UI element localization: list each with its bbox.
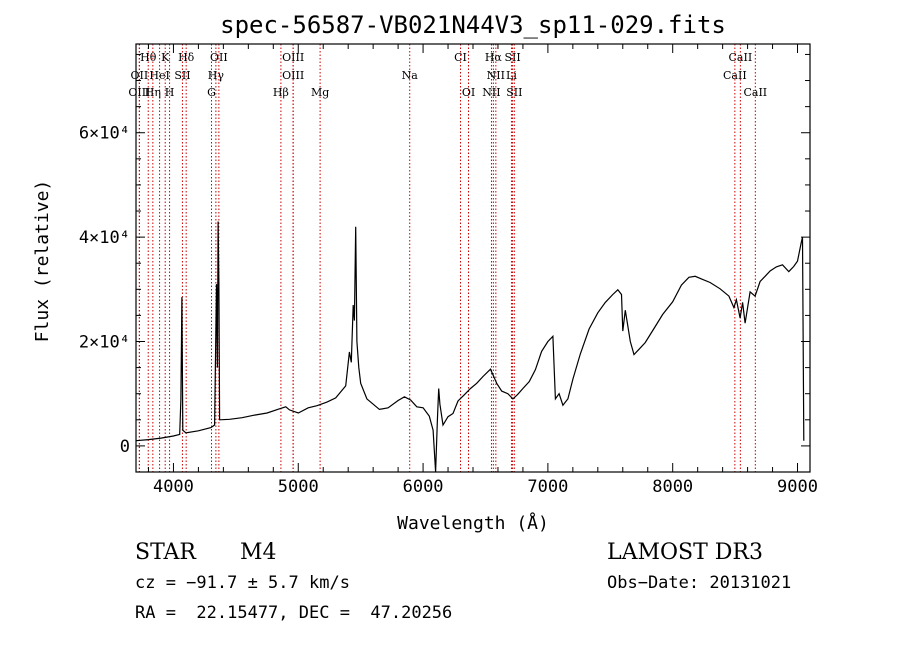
line-marker-label-27: CaII <box>743 86 767 99</box>
plot-frame <box>135 43 811 473</box>
chart-title: spec-56587-VB021N44V3_sp11-029.fits <box>220 11 726 39</box>
y-tick-label-20000: 2×10⁴ <box>79 333 130 353</box>
line-marker-label-15: NII <box>487 69 505 82</box>
object-type: STAR <box>135 540 196 565</box>
y-tick-label-40000: 4×10⁴ <box>79 228 130 248</box>
line-marker-label-0: Hθ <box>140 51 157 64</box>
line-marker-label-8: CaII <box>729 51 753 64</box>
spectrum-line <box>135 221 805 473</box>
line-marker-label-12: Hγ <box>208 69 225 82</box>
line-marker-label-22: Hβ <box>273 86 289 99</box>
y-axis-ticks: 0 2×10⁴ 4×10⁴ 6×10⁴ <box>79 53 810 473</box>
y-axis-label: Flux (relative) <box>32 180 53 343</box>
line-marker-label-10: HeI <box>149 69 169 82</box>
x-tick-label-6000: 6000 <box>403 477 444 497</box>
observation-date: Obs−Date: 20131021 <box>607 573 792 593</box>
x-tick-label-7000: 7000 <box>527 477 568 497</box>
x-tick-label-8000: 8000 <box>652 477 693 497</box>
line-markers <box>138 44 756 472</box>
line-marker-label-14: Na <box>402 69 419 82</box>
line-marker-label-16: Li <box>506 69 517 82</box>
line-marker-label-1: K <box>161 51 170 64</box>
line-marker-label-18: OIII <box>128 86 150 99</box>
line-marker-label-13: OIII <box>282 69 304 82</box>
survey-name: LAMOST DR3 <box>607 540 763 565</box>
line-marker-label-24: OI <box>462 86 475 99</box>
line-marker-label-2: Hδ <box>178 51 195 64</box>
line-marker-label-7: SII <box>504 51 520 64</box>
line-marker-label-23: Mg <box>311 86 329 99</box>
line-marker-label-9: OII <box>131 69 149 82</box>
y-tick-label-0: 0 <box>120 437 130 457</box>
redshift-cz: cz = −91.7 ± 5.7 km/s <box>135 573 350 593</box>
line-marker-label-17: CaII <box>723 69 747 82</box>
x-axis-label: Wavelength (Å) <box>397 512 549 534</box>
line-marker-label-4: OIII <box>282 51 304 64</box>
line-marker-label-25: NII <box>482 86 500 99</box>
line-marker-label-26: SII <box>506 86 522 99</box>
x-tick-label-5000: 5000 <box>278 477 319 497</box>
y-tick-label-60000: 6×10⁴ <box>79 124 130 144</box>
x-tick-label-9000: 9000 <box>777 477 818 497</box>
x-axis-ticks: 4000 5000 6000 7000 8000 9000 <box>147 44 818 497</box>
line-marker-label-5: CI <box>454 51 467 64</box>
line-marker-label-3: OII <box>210 51 228 64</box>
line-marker-label-21: G <box>207 86 216 99</box>
coordinates: RA = 22.15477, DEC = 47.20256 <box>135 603 453 623</box>
line-marker-label-6: Hα <box>485 51 503 64</box>
line-marker-label-11: SII <box>174 69 190 82</box>
x-tick-label-4000: 4000 <box>153 477 194 497</box>
line-marker-label-20: H <box>165 86 175 99</box>
object-subclass: M4 <box>240 540 277 565</box>
line-marker-label-19: Hη <box>145 86 161 99</box>
